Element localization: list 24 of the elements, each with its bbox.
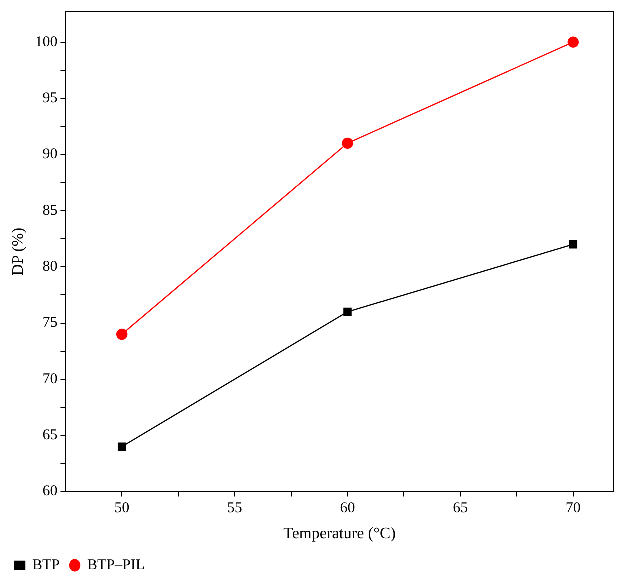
x-tick-label: 50: [114, 500, 130, 517]
legend-label: BTP–PIL: [88, 557, 146, 574]
x-tick-label: 60: [340, 500, 356, 517]
point: [342, 138, 354, 150]
legend-label: BTP: [32, 557, 60, 574]
point: [568, 36, 579, 48]
y-tick-label: 95: [42, 90, 58, 106]
x-tick-label: 55: [227, 500, 242, 517]
x-tick-label: 65: [453, 500, 468, 517]
point: [344, 308, 352, 316]
y-axis-title: DP (%): [10, 228, 27, 276]
y-tick-label: 90: [42, 146, 58, 163]
point: [116, 328, 128, 340]
y-tick-label: 100: [35, 34, 58, 50]
point: [118, 442, 126, 451]
y-tick-label: 70: [42, 371, 58, 388]
x-tick-label: 70: [566, 500, 581, 517]
x-axis-title: Temperature (°C): [284, 526, 396, 543]
y-tick-label: 80: [42, 259, 58, 276]
y-tick-label: 60: [42, 484, 58, 500]
y-tick-label: 65: [42, 428, 58, 444]
y-tick-label: 85: [42, 202, 58, 219]
y-tick-label: 75: [42, 315, 58, 332]
point: [569, 240, 578, 249]
